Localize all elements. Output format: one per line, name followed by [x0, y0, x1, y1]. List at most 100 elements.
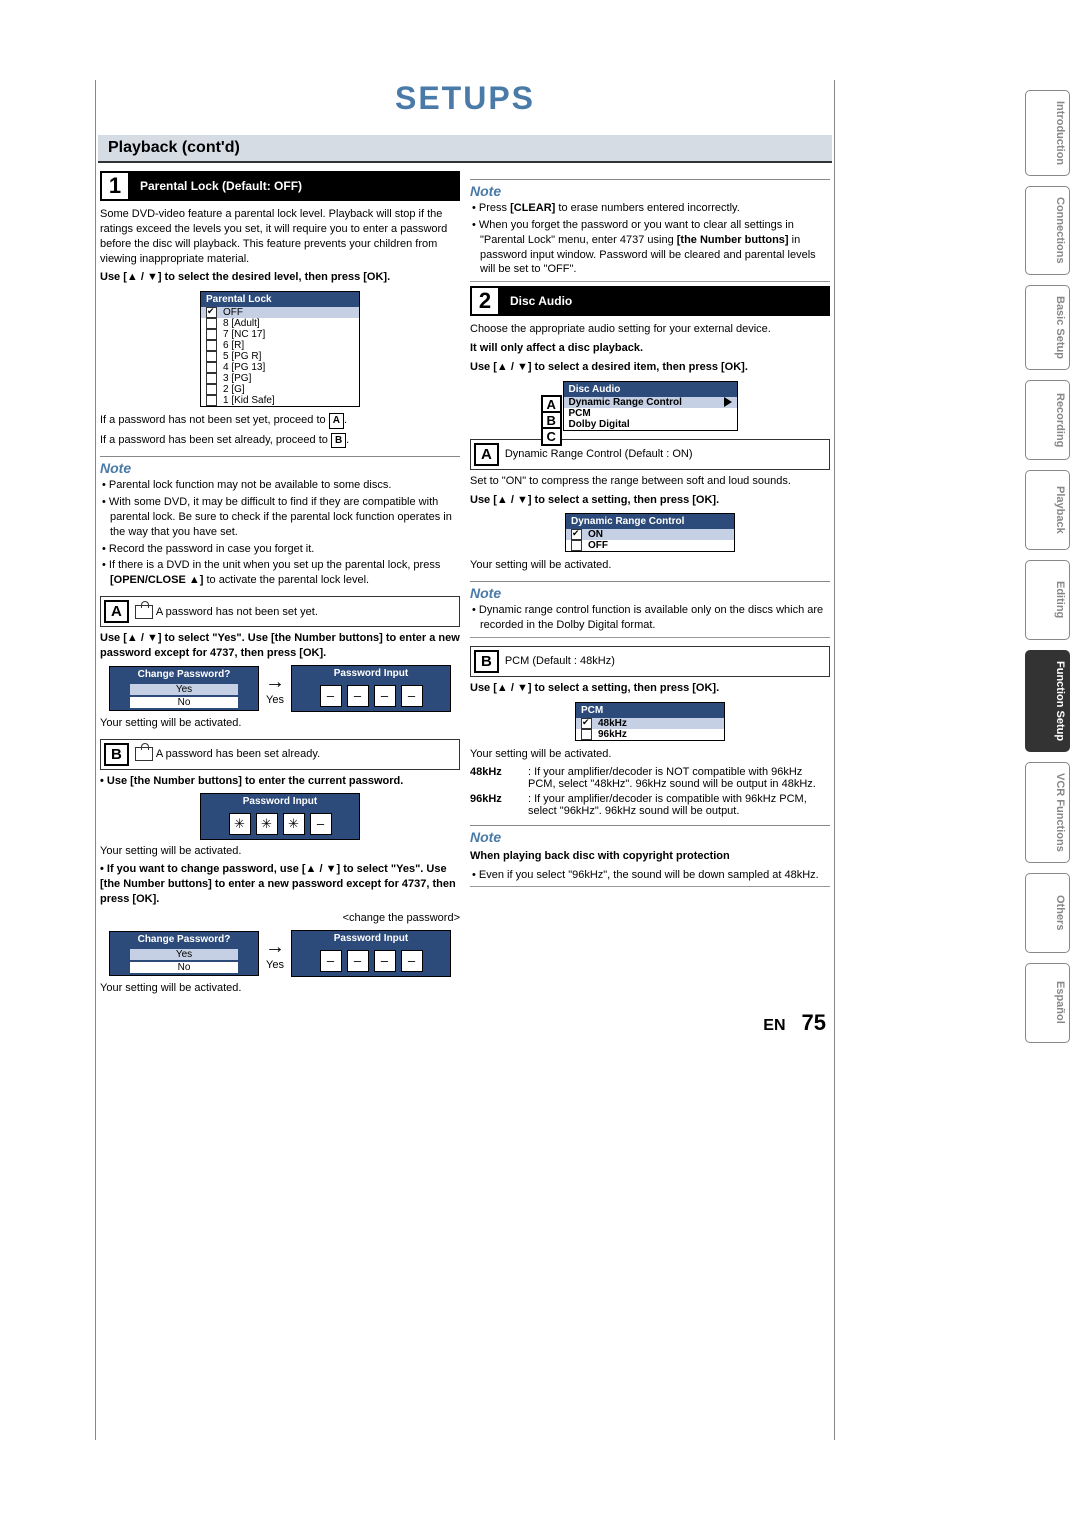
pw-digit[interactable]: – — [401, 950, 423, 972]
pw-digit[interactable]: – — [347, 685, 369, 707]
menu-item[interactable]: 4 [PG 13] — [201, 362, 359, 373]
no-option[interactable]: No — [130, 962, 238, 973]
proceed-a-text: If a password has not been set yet, proc… — [100, 413, 460, 429]
tab-playback[interactable]: Playback — [1025, 470, 1070, 550]
flow-a: Change Password? Yes No → Yes Password I… — [100, 665, 460, 712]
no-option[interactable]: No — [130, 697, 238, 708]
letter-b-badge: B — [104, 743, 129, 766]
menu-item[interactable]: OFF — [566, 540, 734, 551]
step1-number: 1 — [100, 171, 130, 201]
note-heading: Note — [470, 581, 830, 601]
password-input-box: Password Input – – – – — [291, 665, 451, 712]
copyright-note-title: When playing back disc with copyright pr… — [470, 849, 830, 864]
menu-item[interactable]: 7 [NC 17] — [201, 329, 359, 340]
pw-digit[interactable]: – — [320, 950, 342, 972]
activated-text: Your setting will be activated. — [100, 716, 460, 731]
tab-espanol[interactable]: Español — [1025, 963, 1070, 1043]
activated-text: Your setting will be activated. — [470, 747, 830, 762]
tab-vcr-functions[interactable]: VCR Functions — [1025, 762, 1070, 863]
sub-b-instr2: • If you want to change password, use [▲… — [100, 862, 460, 907]
sub-b-instr1: • Use [the Number buttons] to enter the … — [100, 774, 460, 789]
pw-digit[interactable]: – — [374, 950, 396, 972]
pw-digit[interactable]: ✳ — [283, 813, 305, 835]
parental-lock-menu: Parental Lock OFF 8 [Adult] 7 [NC 17] 6 … — [200, 291, 360, 407]
menu-item[interactable]: 3 [PG] — [201, 373, 359, 384]
note-list: Even if you select "96kHz", the sound wi… — [470, 868, 830, 883]
tab-recording[interactable]: Recording — [1025, 380, 1070, 460]
note-item: Parental lock function may not be availa… — [100, 478, 460, 493]
pcm-instruction: Use [▲ / ▼] to select a setting, then pr… — [470, 681, 830, 696]
step1-title: Parental Lock (Default: OFF) — [130, 171, 460, 201]
pw-digit[interactable]: – — [374, 685, 396, 707]
parental-lock-menu-title: Parental Lock — [201, 292, 359, 307]
letter-a-badge: A — [104, 600, 129, 623]
menu-item[interactable]: 1 [Kid Safe] — [201, 395, 359, 406]
yes-option[interactable]: Yes — [130, 949, 238, 960]
password-input-box: Password Input ✳ ✳ ✳ – — [200, 793, 360, 840]
menu-item[interactable]: OFF — [201, 307, 359, 318]
pw-digit[interactable]: – — [320, 685, 342, 707]
proceed-b-text: If a password has been set already, proc… — [100, 433, 460, 449]
activated-text: Your setting will be activated. — [100, 844, 460, 859]
menu-item[interactable]: Dynamic Range Control — [564, 397, 737, 408]
pw-digit[interactable]: ✳ — [256, 813, 278, 835]
note-item: When you forget the password or you want… — [470, 218, 830, 277]
step2-affect: It will only affect a disc playback. — [470, 341, 830, 356]
activated-text: Your setting will be activated. — [470, 558, 830, 573]
disc-audio-menu: A B C Disc Audio Dynamic Range Control P… — [563, 381, 738, 431]
note-heading: Note — [100, 456, 460, 476]
sub-b-header: B A password has been set already. — [100, 739, 460, 770]
arrow-icon: → — [265, 671, 285, 694]
page-frame: SETUPS Playback (cont'd) 1 Parental Lock… — [95, 80, 835, 1440]
note-item: Press [CLEAR] to erase numbers entered i… — [470, 201, 830, 216]
note-list: Press [CLEAR] to erase numbers entered i… — [470, 201, 830, 277]
page-number: EN75 — [96, 1000, 834, 1036]
note-item: Even if you select "96kHz", the sound wi… — [470, 868, 830, 883]
section-header: Playback (cont'd) — [98, 135, 832, 163]
letter-c-badge: C — [541, 427, 562, 446]
note-heading: Note — [470, 179, 830, 199]
tab-connections[interactable]: Connections — [1025, 186, 1070, 275]
change-password-dialog: Change Password? Yes No — [109, 931, 259, 976]
def-48khz: 48kHz : If your amplifier/decoder is NOT… — [470, 766, 830, 790]
pw-digit[interactable]: ✳ — [229, 813, 251, 835]
menu-item[interactable]: 8 [Adult] — [201, 318, 359, 329]
menu-item[interactable]: 5 [PG R] — [201, 351, 359, 362]
tab-basic-setup[interactable]: Basic Setup — [1025, 285, 1070, 370]
arrow-icon: → — [265, 936, 285, 959]
step1-instruction: Use [▲ / ▼] to select the desired level,… — [100, 270, 460, 285]
menu-item[interactable]: Dolby Digital — [564, 419, 737, 430]
letter-a-badge: A — [474, 443, 499, 466]
pw-digit[interactable]: – — [347, 950, 369, 972]
menu-item[interactable]: 2 [G] — [201, 384, 359, 395]
page-title: SETUPS — [96, 80, 834, 117]
sub-a-header: A A password has not been set yet. — [100, 596, 460, 627]
menu-item[interactable]: ON — [566, 529, 734, 540]
menu-item[interactable]: 48kHz — [576, 718, 724, 729]
yes-option[interactable]: Yes — [130, 684, 238, 695]
side-tabs: Introduction Connections Basic Setup Rec… — [1025, 90, 1070, 1043]
left-column: 1 Parental Lock (Default: OFF) Some DVD-… — [100, 171, 460, 1000]
step2-title: Disc Audio — [500, 286, 830, 316]
step2-intro: Choose the appropriate audio setting for… — [470, 322, 830, 337]
drc-desc: Set to "ON" to compress the range betwee… — [470, 474, 830, 489]
tab-editing[interactable]: Editing — [1025, 560, 1070, 640]
flow-b2: Change Password? Yes No → Yes Password I… — [100, 930, 460, 977]
pw-digit[interactable]: – — [310, 813, 332, 835]
change-password-dialog: Change Password? Yes No — [109, 666, 259, 711]
pw-digit[interactable]: – — [401, 685, 423, 707]
content-columns: 1 Parental Lock (Default: OFF) Some DVD-… — [96, 171, 834, 1000]
tab-introduction[interactable]: Introduction — [1025, 90, 1070, 176]
flow-b1: Password Input ✳ ✳ ✳ – — [100, 793, 460, 840]
note-item: Record the password in case you forget i… — [100, 542, 460, 557]
menu-item[interactable]: 6 [R] — [201, 340, 359, 351]
note-list: Dynamic range control function is availa… — [470, 603, 830, 633]
menu-item[interactable]: 96kHz — [576, 729, 724, 740]
pcm-menu: PCM 48kHz 96kHz — [575, 702, 725, 741]
menu-item[interactable]: PCM — [564, 408, 737, 419]
tab-function-setup[interactable]: Function Setup — [1025, 650, 1070, 752]
sub-a-instruction: Use [▲ / ▼] to select "Yes". Use [the Nu… — [100, 631, 460, 661]
def-96khz: 96kHz : If your amplifier/decoder is com… — [470, 793, 830, 817]
tab-others[interactable]: Others — [1025, 873, 1070, 953]
password-input-box: Password Input – – – – — [291, 930, 451, 977]
